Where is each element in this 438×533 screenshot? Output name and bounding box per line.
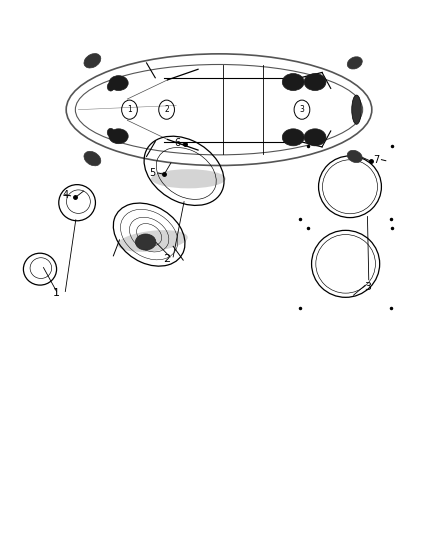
Ellipse shape xyxy=(117,230,188,252)
Text: 5: 5 xyxy=(149,168,155,178)
Circle shape xyxy=(107,83,114,91)
Text: 2: 2 xyxy=(163,254,170,263)
Ellipse shape xyxy=(352,95,361,124)
Text: 3: 3 xyxy=(300,105,304,114)
Ellipse shape xyxy=(347,56,362,69)
Text: 1: 1 xyxy=(127,105,132,114)
Text: 6: 6 xyxy=(174,138,180,148)
Text: 4: 4 xyxy=(62,190,68,200)
Ellipse shape xyxy=(304,74,326,91)
Ellipse shape xyxy=(135,234,156,250)
Ellipse shape xyxy=(304,129,326,146)
Ellipse shape xyxy=(151,169,226,188)
Ellipse shape xyxy=(347,150,362,163)
Ellipse shape xyxy=(109,76,128,91)
Ellipse shape xyxy=(283,129,304,146)
Text: 1: 1 xyxy=(53,288,60,298)
Circle shape xyxy=(107,128,114,137)
Text: 3: 3 xyxy=(364,282,371,292)
Ellipse shape xyxy=(84,151,101,166)
Text: 7: 7 xyxy=(373,155,379,165)
Ellipse shape xyxy=(283,74,304,91)
Text: 2: 2 xyxy=(164,105,169,114)
Ellipse shape xyxy=(84,53,101,68)
Ellipse shape xyxy=(109,129,128,144)
